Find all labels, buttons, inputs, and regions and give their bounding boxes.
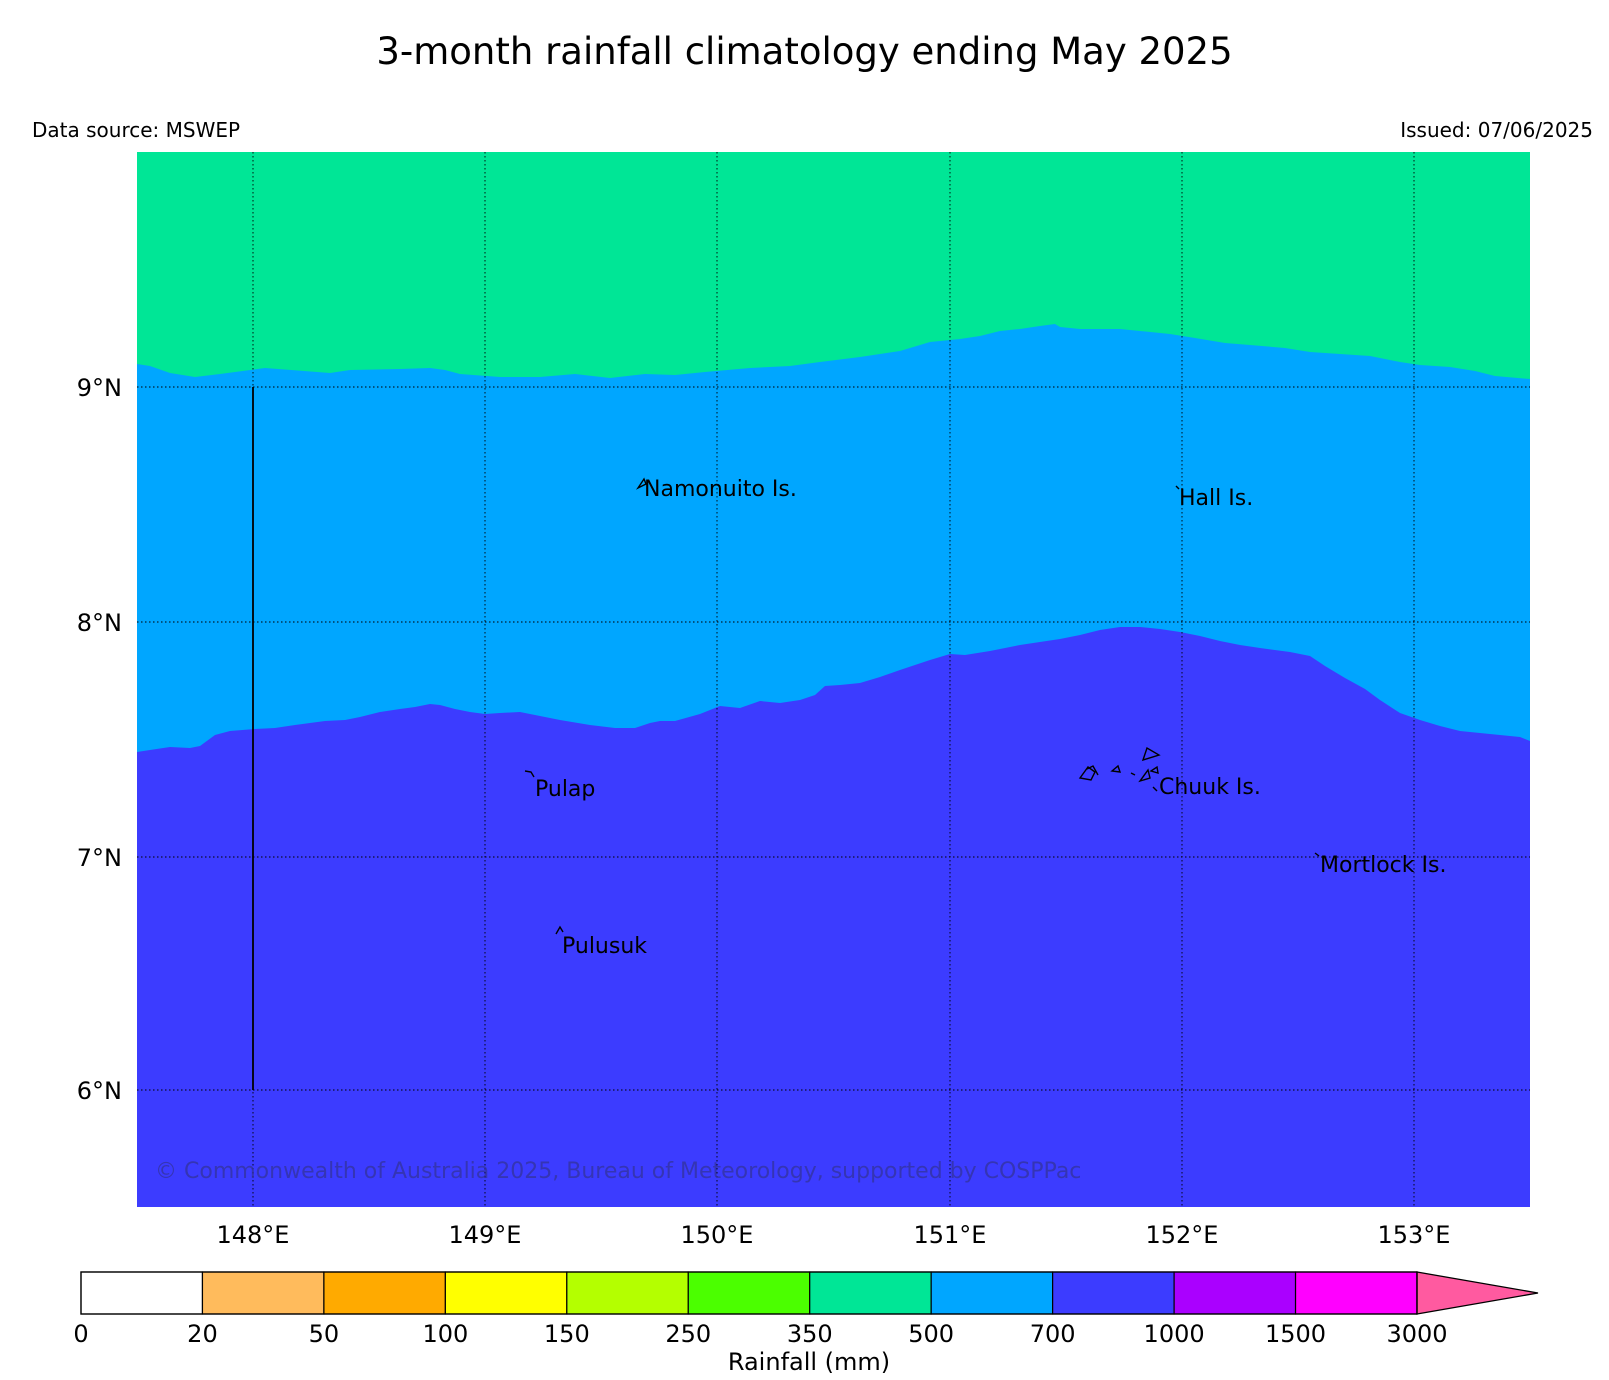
place-label-pulusuk: Pulusuk <box>562 934 647 959</box>
map-grid <box>137 152 1530 1207</box>
chuuk-outline-4 <box>1141 746 1161 762</box>
place-label-chuuk: Chuuk Is. <box>1159 775 1261 800</box>
colorbar: 0 20 50 100 150 250 350 500 700 1000 1500 3000 Rain… <box>73 1271 1539 1376</box>
colorbar-cell <box>1294 1271 1418 1315</box>
lat-tick-labels: 9°N 8°N 7°N 6°N <box>77 374 122 1105</box>
colorbar-tick-label: 20 <box>187 1320 218 1348</box>
colorbar-cells <box>80 1271 1418 1315</box>
chuuk-outline-2 <box>1086 765 1099 776</box>
chuuk-outline-7 <box>1130 772 1136 776</box>
colorbar-cell <box>687 1271 811 1315</box>
colorbar-tick-label: 700 <box>1030 1320 1076 1348</box>
place-label-mortlock: Mortlock Is. <box>1320 853 1446 878</box>
place-label-pulap: Pulap <box>535 777 595 802</box>
colorbar-tick-labels: 0 20 50 100 150 250 350 500 700 1000 1500 3000 <box>73 1320 1447 1348</box>
colorbar-tick-label: 0 <box>73 1320 88 1348</box>
copyright-notice: © Commonwealth of Australia 2025, Bureau… <box>155 1159 1081 1184</box>
lat-tick-8: 8°N <box>77 609 122 637</box>
chuuk-outline-6 <box>1149 765 1159 774</box>
colorbar-tick-label: 50 <box>309 1320 340 1348</box>
chuuk-outline-8 <box>1152 786 1158 792</box>
island-outlines <box>524 477 1320 935</box>
colorbar-cell <box>809 1271 932 1315</box>
colorbar-frame <box>80 1271 1418 1315</box>
chuuk-outline-1 <box>1078 766 1096 781</box>
colorbar-tick-label: 500 <box>908 1320 954 1348</box>
colorbar-extend-arrow <box>1416 1271 1539 1315</box>
colorbar-cell <box>566 1271 689 1315</box>
colorbar-tick-label: 150 <box>544 1320 590 1348</box>
lat-tick-6: 6°N <box>77 1077 122 1105</box>
lon-tick-152: 152°E <box>1146 1221 1219 1249</box>
lon-tick-labels: 148°E 149°E 150°E 151°E 152°E 153°E <box>217 1221 1451 1249</box>
colorbar-tick-label: 250 <box>665 1320 711 1348</box>
colorbar-cell <box>1173 1271 1297 1315</box>
colorbar-title: Rainfall (mm) <box>728 1348 890 1376</box>
colorbar-tick-label: 1500 <box>1265 1320 1326 1348</box>
lat-tick-9: 9°N <box>77 374 122 402</box>
mortlock-outline <box>1314 852 1320 857</box>
colorbar-cell <box>1052 1271 1175 1315</box>
chuuk-outline-3 <box>1110 764 1122 773</box>
namonuito-outline <box>635 477 647 490</box>
map-plot-area <box>137 152 1530 1207</box>
place-label-namonuito: Namonuito Is. <box>644 477 797 502</box>
colorbar-tick-label: 3000 <box>1386 1320 1447 1348</box>
colorbar-cell <box>444 1271 568 1315</box>
colorbar-tick-label: 100 <box>422 1320 468 1348</box>
colorbar-tick-label: 350 <box>787 1320 833 1348</box>
colorbar-tick-label: 1000 <box>1144 1320 1205 1348</box>
colorbar-cell <box>323 1271 446 1315</box>
pulap-outline <box>524 770 535 778</box>
hall-outline <box>1175 485 1180 490</box>
place-labels: Namonuito Is. Hall Is. Pulap Chuuk Is. M… <box>535 477 1446 959</box>
lon-tick-150: 150°E <box>681 1221 754 1249</box>
lon-tick-153: 153°E <box>1378 1221 1451 1249</box>
place-label-hall: Hall Is. <box>1179 486 1253 511</box>
colorbar-cell <box>930 1271 1054 1315</box>
lon-tick-149: 149°E <box>449 1221 522 1249</box>
chart-title: 3-month rainfall climatology ending May … <box>376 30 1233 73</box>
colorbar-cell <box>80 1271 204 1315</box>
data-source-label: Data source: MSWEP <box>32 118 241 142</box>
chuuk-outline-5 <box>1138 768 1151 783</box>
lon-tick-151: 151°E <box>914 1221 987 1249</box>
lat-tick-7: 7°N <box>77 844 122 872</box>
pulusuk-outline <box>555 925 564 935</box>
lon-tick-148: 148°E <box>217 1221 290 1249</box>
colorbar-cell <box>201 1271 325 1315</box>
issued-date-label: Issued: 07/06/2025 <box>1400 118 1593 142</box>
